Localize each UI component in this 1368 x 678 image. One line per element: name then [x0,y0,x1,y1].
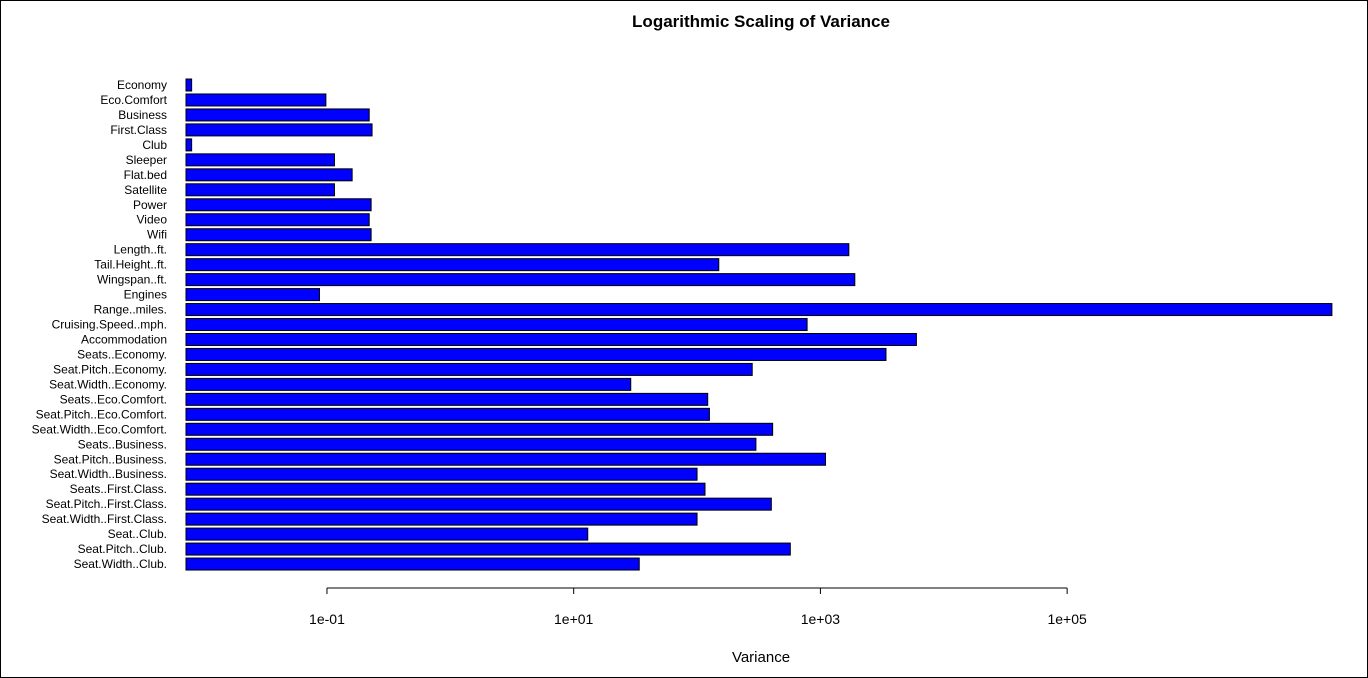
category-label: Seat.Pitch..Business. [54,452,167,466]
bar [185,288,320,302]
category-label: Seats..First.Class. [70,482,167,496]
category-label: Accommodation [81,332,167,346]
category-label: Length..ft. [114,243,167,257]
category-label: Wifi [147,228,167,242]
bar [185,78,193,92]
category-label: Seat..Club. [108,527,167,541]
category-label: Seat.Pitch..Club. [78,542,167,556]
bar [185,153,335,167]
category-label: Club [142,138,167,152]
x-tick-label: 1e+01 [554,611,594,627]
bar [185,123,373,137]
x-tick-label: 1e+05 [1047,611,1087,627]
category-labels: EconomyEco.ComfortBusinessFirst.ClassClu… [32,78,168,571]
bar [185,168,353,182]
bar [185,497,772,511]
bar [185,512,698,526]
category-label: Seat.Width..Business. [50,467,167,481]
category-label: Seats..Economy. [77,347,167,361]
category-label: Range..miles. [94,303,167,317]
category-label: Seat.Width..First.Class. [42,512,167,526]
category-label: Seat.Width..Economy. [49,377,167,391]
bar [185,377,632,391]
bar [185,258,720,272]
bar [185,228,372,242]
category-label: First.Class [110,123,167,137]
category-label: Seat.Width..Club. [74,557,167,571]
category-label: Economy [117,78,167,92]
category-label: Power [133,198,167,212]
category-label: Eco.Comfort [100,93,167,107]
x-tick-label: 1e+03 [801,611,841,627]
category-label: Seat.Pitch..Eco.Comfort. [36,407,167,421]
bar [185,318,808,332]
bar [185,332,917,346]
category-label: Satellite [124,183,167,197]
bar [185,437,757,451]
category-label: Video [137,213,168,227]
bar [185,557,640,571]
category-label: Seats..Business. [78,437,167,451]
bar [185,243,850,257]
bar [185,467,698,481]
category-label: Wingspan..ft. [97,273,167,287]
x-tick-label: 1e-01 [309,611,345,627]
bar [185,198,372,212]
bar [185,452,827,466]
category-label: Seat.Width..Eco.Comfort. [32,422,167,436]
bar [185,392,709,406]
category-label: Cruising.Speed..mph. [52,318,167,332]
bar [185,362,753,376]
category-label: Seats..Eco.Comfort. [60,392,167,406]
bar [185,138,193,152]
bar [185,527,589,541]
bar [185,347,887,361]
bar [185,108,370,122]
category-label: Sleeper [126,153,167,167]
category-label: Flat.bed [124,168,167,182]
x-axis: 1e-01 1e+01 1e+03 1e+05 [309,587,1087,627]
bar [185,303,1333,317]
category-label: Engines [124,288,167,302]
category-label: Seat.Pitch..Economy. [53,362,167,376]
x-axis-label: Variance [732,649,790,666]
bar [185,93,327,107]
category-label: Business [118,108,167,122]
bar [185,482,706,496]
category-label: Tail.Height..ft. [94,258,167,272]
bar [185,422,774,436]
bars-group [185,78,1333,571]
bar [185,407,710,421]
category-label: Seat.Pitch..First.Class. [46,497,167,511]
bar [185,213,370,227]
bar [185,183,335,197]
bar [185,542,791,556]
bar [185,273,856,287]
chart-title: Logarithmic Scaling of Variance [632,12,890,31]
